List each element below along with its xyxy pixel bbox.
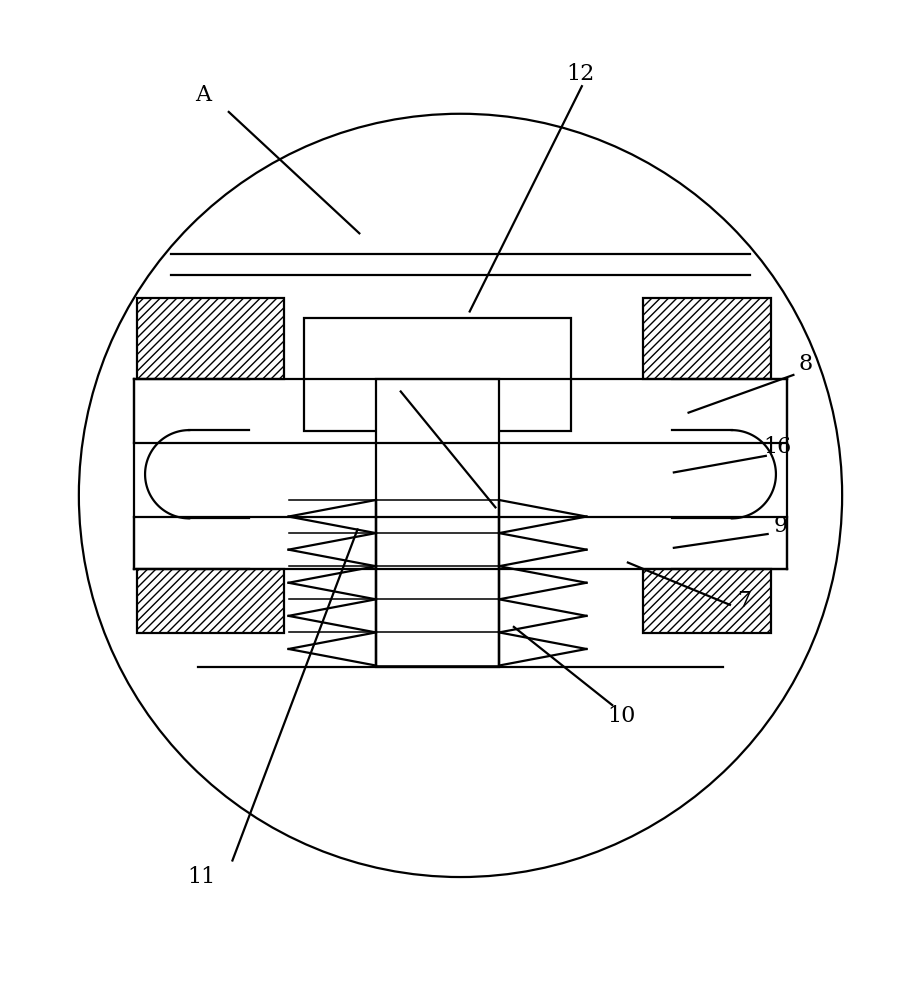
Bar <box>643 569 771 633</box>
Text: 16: 16 <box>764 436 792 458</box>
Text: 11: 11 <box>187 866 216 888</box>
Text: 8: 8 <box>799 353 812 375</box>
Text: 12: 12 <box>565 63 594 85</box>
Text: 10: 10 <box>607 705 635 727</box>
Bar <box>137 298 284 379</box>
Text: 9: 9 <box>774 515 787 537</box>
Text: 7: 7 <box>737 590 751 612</box>
Bar <box>304 318 571 431</box>
Text: A: A <box>195 84 211 106</box>
Bar <box>643 298 771 379</box>
Bar <box>376 379 499 667</box>
Bar <box>137 569 284 633</box>
